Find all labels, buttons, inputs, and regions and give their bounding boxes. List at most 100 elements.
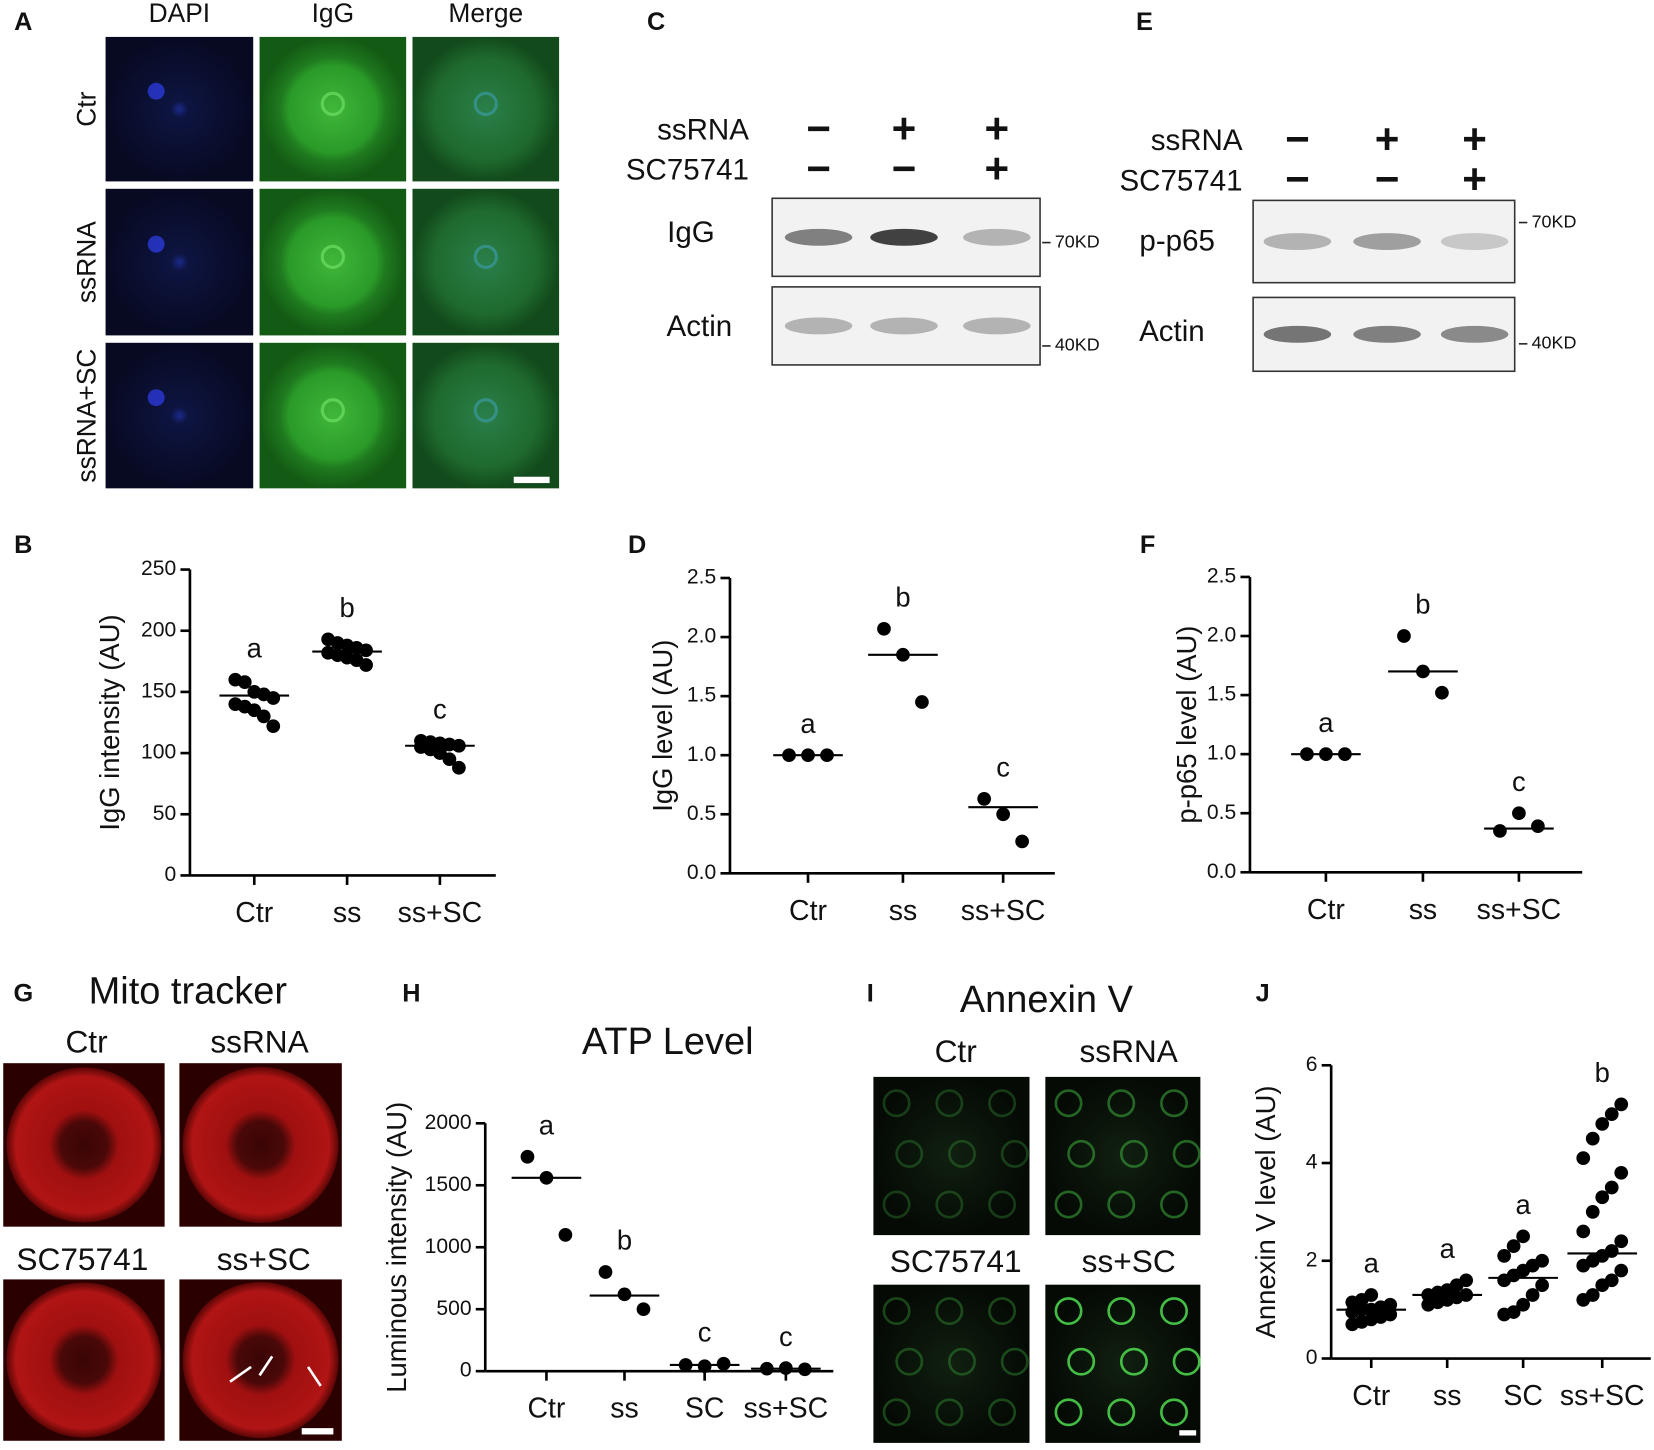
cell	[988, 1190, 1017, 1219]
data-point	[1585, 1131, 1600, 1146]
y-tick-label: 1.0	[687, 743, 716, 766]
significance-label: a	[1318, 707, 1334, 738]
data-point	[1435, 685, 1449, 700]
image-label: Ctr	[935, 1033, 977, 1069]
significance-label: c	[996, 752, 1010, 783]
data-point	[636, 1302, 651, 1317]
treatment-label: SC75741	[1119, 164, 1242, 197]
data-point	[1397, 629, 1411, 643]
cell	[182, 1282, 339, 1439]
data-point	[1506, 1305, 1521, 1319]
data-point	[1364, 1288, 1379, 1302]
panel-letter: H	[402, 979, 420, 1007]
treatment-label: ssRNA	[657, 114, 749, 147]
significance-label: b	[339, 592, 354, 623]
treatment-sign: −	[806, 105, 831, 152]
x-tick-label: Ctr	[527, 1393, 565, 1425]
nucleus	[320, 91, 345, 117]
treatment-sign: −	[892, 145, 917, 192]
band	[1263, 233, 1332, 250]
data-point	[1493, 824, 1507, 838]
micrograph	[259, 36, 407, 182]
image-label: ss+SC	[1082, 1243, 1176, 1279]
y-tick-label: 0.0	[1207, 860, 1236, 883]
treatment-sign: +	[1462, 116, 1487, 163]
column-label: IgG	[312, 0, 355, 28]
micrograph	[412, 188, 560, 336]
x-tick-label: SC	[685, 1393, 725, 1425]
column-label: DAPI	[149, 0, 211, 28]
y-tick-label: 2.0	[1207, 624, 1236, 647]
cell	[1054, 1398, 1083, 1427]
band	[1263, 325, 1332, 343]
data-point	[1614, 1097, 1629, 1112]
cell	[1160, 1398, 1188, 1427]
y-axis-label: Annexin V level (AU)	[1250, 1085, 1281, 1338]
band	[870, 228, 938, 246]
nucleus	[473, 244, 498, 269]
panel-title: Annexin V	[960, 979, 1134, 1021]
marker-label: 70KD	[1055, 231, 1100, 251]
scale-bar	[1179, 1430, 1197, 1436]
y-axis-label: p-p65 level (AU)	[1171, 626, 1202, 824]
data-point	[237, 675, 252, 689]
x-tick-label: ss	[889, 895, 917, 927]
significance-label: b	[617, 1225, 632, 1256]
band-label: IgG	[667, 216, 715, 249]
cell	[1107, 1190, 1136, 1219]
data-point	[1535, 1253, 1549, 1268]
y-tick-label: 1.0	[1207, 742, 1236, 765]
x-tick-label: ss	[610, 1393, 638, 1425]
data-point	[1585, 1205, 1600, 1219]
data-point	[915, 695, 929, 709]
band	[1353, 325, 1421, 343]
cell	[948, 1139, 976, 1168]
nucleus	[147, 82, 165, 100]
nucleus	[147, 235, 165, 253]
panel-letter: D	[628, 531, 646, 559]
y-tick-label: 4	[1306, 1151, 1318, 1174]
data-point	[1535, 1278, 1549, 1293]
arrow	[258, 1355, 274, 1377]
data-point	[266, 719, 281, 734]
data-point	[1604, 1180, 1619, 1195]
panel-letter: F	[1140, 531, 1155, 559]
micrograph	[105, 36, 254, 182]
blot-strip	[771, 286, 1041, 366]
y-tick-label: 2.5	[687, 566, 716, 589]
data-point	[558, 1227, 573, 1242]
y-axis-label: IgG level (AU)	[647, 640, 678, 812]
data-point	[520, 1149, 535, 1164]
panel-letter: B	[14, 531, 32, 559]
panel-title: Mito tracker	[89, 971, 288, 1013]
treatment-sign: +	[984, 105, 1009, 152]
y-tick-label: 0.5	[1207, 801, 1236, 824]
chart-title: ATP Level	[582, 1021, 754, 1063]
data-point	[996, 807, 1010, 822]
data-point	[1604, 1107, 1619, 1122]
y-tick-label: 1500	[425, 1173, 472, 1196]
cell	[1172, 1139, 1201, 1168]
x-tick-label: Ctr	[235, 897, 273, 929]
treatment-sign: −	[1285, 116, 1310, 163]
image-label: SC75741	[16, 1241, 148, 1277]
cell	[1172, 1347, 1201, 1376]
significance-label: a	[1440, 1233, 1456, 1264]
y-tick-label: 0.5	[687, 802, 716, 825]
column-label: Merge	[448, 0, 523, 28]
cell	[1067, 1347, 1096, 1376]
significance-label: b	[895, 582, 910, 613]
cell	[1160, 1089, 1188, 1118]
treatment-sign: −	[1285, 156, 1310, 203]
panel-letter: A	[14, 8, 32, 36]
data-point	[598, 1265, 613, 1279]
x-tick-label: Ctr	[1352, 1380, 1390, 1412]
x-tick-label: ss+SC	[961, 895, 1046, 927]
nucleus	[320, 244, 345, 269]
x-tick-label: ss+SC	[1477, 894, 1562, 926]
nucleus	[473, 398, 498, 423]
micrograph	[412, 36, 560, 182]
row-label: ssRNA+SC	[72, 349, 102, 483]
y-tick-label: 250	[141, 557, 176, 580]
band-label: Actin	[1139, 315, 1205, 348]
